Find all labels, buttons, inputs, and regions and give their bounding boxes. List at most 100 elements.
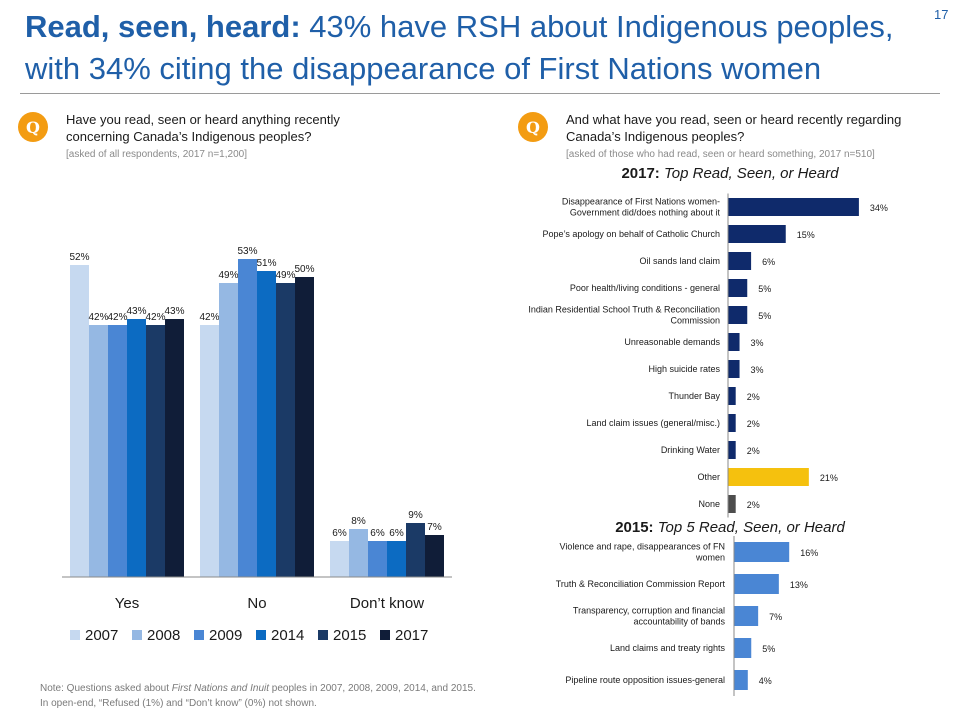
bar-value-label: 51% bbox=[256, 258, 276, 269]
hbar-value-label: 15% bbox=[797, 230, 815, 240]
bar-2007-2 bbox=[330, 541, 349, 577]
hbar-5 bbox=[728, 333, 740, 351]
hbar-category-label: Unreasonable demands bbox=[624, 337, 720, 347]
hbar-value-label: 34% bbox=[870, 203, 888, 213]
bar-value-label: 6% bbox=[389, 528, 404, 539]
chart-2015-title-rest: Top 5 Read, Seen, or Heard bbox=[653, 519, 845, 536]
hbar-11 bbox=[728, 495, 736, 513]
question-badge-icon: Q bbox=[518, 112, 548, 142]
bar-value-label: 42% bbox=[107, 312, 127, 323]
bar-value-label: 53% bbox=[237, 246, 257, 257]
hbar-category-label: Drinking Water bbox=[661, 445, 720, 455]
bar-2014-0 bbox=[127, 319, 146, 577]
hbar-8 bbox=[728, 414, 736, 432]
chart-2017-title: 2017: Top Read, Seen, or Heard bbox=[540, 165, 920, 182]
hbar-2 bbox=[734, 606, 759, 626]
hbar-9 bbox=[728, 441, 736, 459]
hbar-4 bbox=[734, 670, 748, 690]
legend-swatch bbox=[194, 630, 204, 640]
bar-value-label: 42% bbox=[88, 312, 108, 323]
hbar-category-label: Oil sands land claim bbox=[639, 256, 720, 266]
left-question-text: Have you read, seen or heard anything re… bbox=[66, 111, 466, 145]
footnote-prefix: Note: Questions asked about bbox=[40, 683, 172, 694]
bar-2015-2 bbox=[406, 523, 425, 577]
legend-label: 2014 bbox=[271, 627, 304, 644]
hbar-value-label: 2% bbox=[747, 500, 760, 510]
category-label: Don’t know bbox=[350, 595, 424, 612]
bar-value-label: 8% bbox=[351, 516, 366, 527]
right-question-line1: And what have you read, seen or heard re… bbox=[566, 112, 902, 127]
hbar-category-label: Disappearance of First Nations women- bbox=[562, 197, 720, 207]
hbar-category-label: Transparency, corruption and financial bbox=[573, 606, 725, 616]
bar-value-label: 50% bbox=[294, 264, 314, 275]
hbar-3 bbox=[728, 279, 748, 297]
hbar-category-label: Poor health/living conditions - general bbox=[570, 283, 720, 293]
hbar-category-label: Thunder Bay bbox=[668, 391, 720, 401]
hbar-1 bbox=[734, 574, 779, 594]
hbar-2 bbox=[728, 252, 752, 270]
title-line1-rest: 43% have RSH about Indigenous peoples, bbox=[300, 9, 894, 44]
bar-2015-0 bbox=[146, 325, 165, 577]
bar-2009-1 bbox=[238, 259, 257, 577]
legend-label: 2009 bbox=[209, 627, 242, 644]
bar-value-label: 42% bbox=[145, 312, 165, 323]
hbar-category-label: Violence and rape, disappearances of FN bbox=[560, 542, 725, 552]
bar-2007-0 bbox=[70, 265, 89, 577]
hbar-value-label: 13% bbox=[790, 580, 808, 590]
bar-2009-0 bbox=[108, 325, 127, 577]
title-bold: Read, seen, heard: bbox=[25, 9, 301, 44]
hbar-value-label: 3% bbox=[751, 365, 764, 375]
bar-value-label: 43% bbox=[164, 306, 184, 317]
hbar-value-label: 3% bbox=[751, 338, 764, 348]
hbar-0 bbox=[734, 542, 790, 562]
bar-value-label: 43% bbox=[126, 306, 146, 317]
left-question-line2: concerning Canada’s Indigenous peoples? bbox=[66, 129, 312, 144]
hbar-value-label: 4% bbox=[759, 676, 772, 686]
hbar-category-label: Land claim issues (general/misc.) bbox=[586, 418, 720, 428]
footnote-suffix: peoples in 2007, 2008, 2009, 2014, and 2… bbox=[40, 683, 476, 709]
hbar-value-label: 2% bbox=[747, 446, 760, 456]
question-badge-icon: Q bbox=[18, 112, 48, 142]
footnote-italic: First Nations and Inuit bbox=[171, 683, 270, 694]
hbar-category-label: Indian Residential School Truth & Reconc… bbox=[528, 305, 720, 315]
hbar-category-label: accountability of bands bbox=[633, 617, 725, 627]
bar-2008-2 bbox=[349, 529, 368, 577]
legend-label: 2017 bbox=[395, 627, 428, 644]
hbar-7 bbox=[728, 387, 736, 405]
bar-2014-1 bbox=[257, 271, 276, 577]
hbar-value-label: 2% bbox=[747, 419, 760, 429]
bar-value-label: 49% bbox=[275, 270, 295, 281]
hbar-4 bbox=[728, 306, 748, 324]
hbar-value-label: 2% bbox=[747, 392, 760, 402]
legend-label: 2007 bbox=[85, 627, 118, 644]
legend-swatch bbox=[70, 630, 80, 640]
chart-2015-title: 2015: Top 5 Read, Seen, or Heard bbox=[540, 519, 920, 536]
hbar-category-label: Pipeline route opposition issues-general bbox=[565, 675, 725, 685]
bar-value-label: 49% bbox=[218, 270, 238, 281]
category-label: Yes bbox=[115, 595, 139, 612]
chart-2017-title-rest: Top Read, Seen, or Heard bbox=[659, 165, 839, 182]
hbar-10 bbox=[728, 468, 809, 486]
bar-2007-1 bbox=[200, 325, 219, 577]
left-question-line1: Have you read, seen or heard anything re… bbox=[66, 112, 340, 127]
right-question-base: [asked of those who had read, seen or he… bbox=[566, 149, 875, 160]
category-label: No bbox=[247, 595, 266, 612]
bar-value-label: 6% bbox=[370, 528, 385, 539]
right-question-text: And what have you read, seen or heard re… bbox=[566, 111, 951, 145]
hbar-value-label: 5% bbox=[762, 644, 775, 654]
hbar-category-label: Pope’s apology on behalf of Catholic Chu… bbox=[543, 229, 720, 239]
chart-2017-title-year: 2017: bbox=[621, 165, 660, 182]
legend-swatch bbox=[380, 630, 390, 640]
legend-label: 2015 bbox=[333, 627, 366, 644]
hbar-value-label: 7% bbox=[769, 612, 782, 622]
hbar-category-label: Truth & Reconciliation Commission Report bbox=[556, 579, 726, 589]
page-title: Read, seen, heard: 43% have RSH about In… bbox=[25, 6, 925, 90]
chart-2015-title-year: 2015: bbox=[615, 519, 654, 536]
title-line2: with 34% citing the disappearance of Fir… bbox=[25, 51, 822, 86]
title-divider bbox=[20, 93, 940, 94]
hbar-value-label: 5% bbox=[758, 311, 771, 321]
hbar-6 bbox=[728, 360, 740, 378]
